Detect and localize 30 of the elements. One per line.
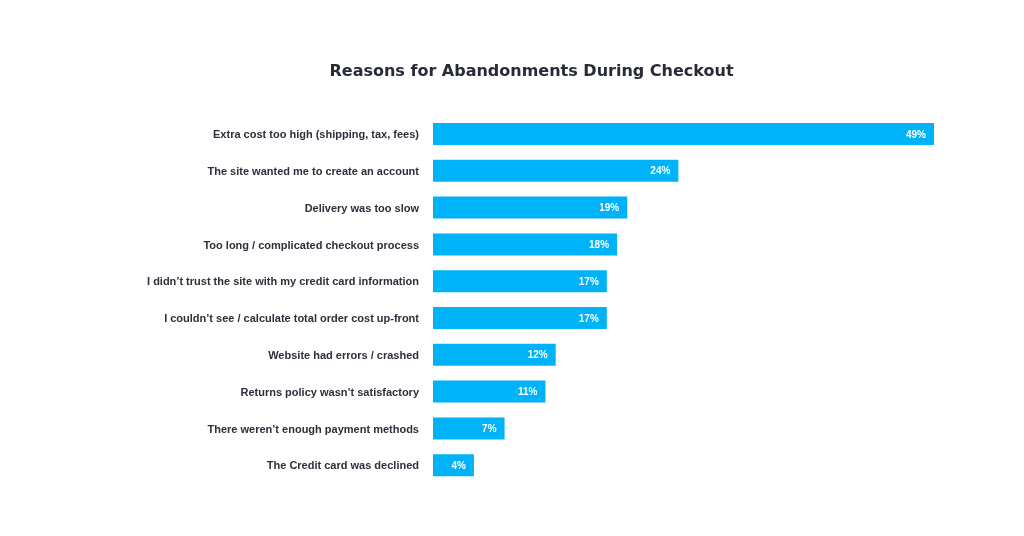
data-label: 11% xyxy=(518,386,538,398)
bar xyxy=(433,307,607,329)
bar xyxy=(433,196,628,219)
y-tick-label: The site wanted me to create an account xyxy=(207,165,420,178)
data-label: 12% xyxy=(527,349,548,361)
bar xyxy=(433,417,505,440)
data-label: 49% xyxy=(905,128,927,140)
y-tick-label: Delivery was too slow xyxy=(304,201,420,214)
bar xyxy=(433,270,607,293)
data-label: 18% xyxy=(589,238,610,250)
y-tick-label: Too long / complicated checkout process xyxy=(203,238,419,251)
chart-title: Reasons for Abandonments During Checkout xyxy=(328,60,735,82)
data-label: 17% xyxy=(578,275,599,287)
data-label: 4% xyxy=(451,459,467,471)
data-label: 19% xyxy=(599,202,620,214)
data-label: 17% xyxy=(578,312,599,324)
bar xyxy=(433,159,679,182)
y-tick-label: Extra cost too high (shipping, tax, fees) xyxy=(213,128,420,141)
y-tick-label: There weren’t enough payment methods xyxy=(207,422,419,435)
y-tick-label: I didn’t trust the site with my credit card information xyxy=(147,275,420,288)
bar xyxy=(433,233,618,256)
y-tick-label: Returns policy wasn’t satisfactory xyxy=(240,385,420,398)
y-tick-label: I couldn’t see / calculate total order cost up-front xyxy=(164,312,420,325)
y-tick-label: The Credit card was declined xyxy=(266,459,419,472)
data-label: 7% xyxy=(482,422,497,434)
bar xyxy=(433,123,934,145)
bar xyxy=(433,343,556,366)
data-label: 24% xyxy=(650,165,671,177)
bar xyxy=(433,380,546,403)
y-tick-label: Website had errors / crashed xyxy=(268,349,419,362)
